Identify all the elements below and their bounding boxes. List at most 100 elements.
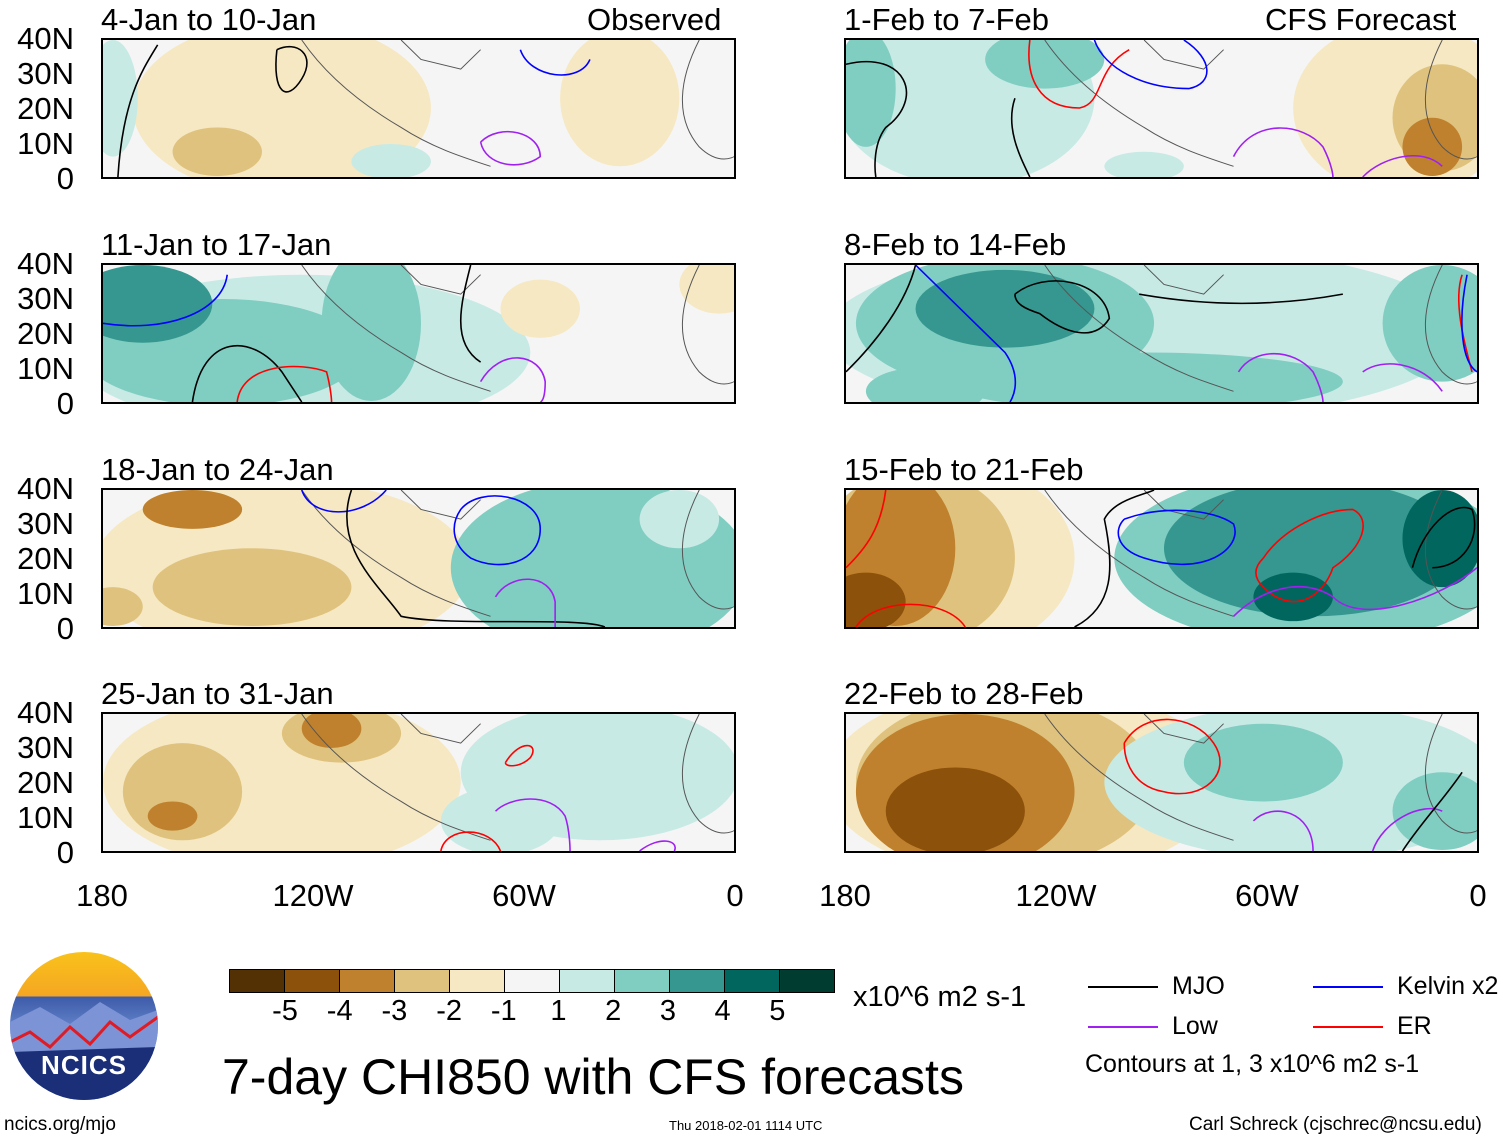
anomaly-shading xyxy=(103,265,213,343)
logo-text: NCICS xyxy=(41,1050,127,1080)
colorbar-swatch xyxy=(505,970,560,992)
coastline xyxy=(301,265,734,392)
contour-line xyxy=(1232,127,1334,177)
contour-line xyxy=(440,831,502,851)
panel-title: 22-Feb to 28-Feb xyxy=(844,676,1084,711)
contour-line xyxy=(494,798,571,851)
contour-line xyxy=(236,365,333,402)
contour-line xyxy=(479,130,542,166)
anomaly-shading xyxy=(1104,151,1184,177)
coastline xyxy=(1044,714,1477,841)
lon-label: 0 xyxy=(1469,878,1487,913)
ncics-logo: NCICS xyxy=(10,952,158,1100)
colorbar-label: 2 xyxy=(605,995,622,1027)
lon-label: 120W xyxy=(1015,878,1097,913)
colorbar-label: -3 xyxy=(381,995,408,1027)
contour-line xyxy=(1074,490,1155,627)
lat-label: 30N xyxy=(17,730,74,765)
lat-label: 20N xyxy=(17,316,74,351)
observed-label: Observed xyxy=(587,2,722,37)
anomaly-shading xyxy=(147,801,198,831)
lat-label: 40N xyxy=(17,246,74,281)
coastline xyxy=(1044,40,1477,167)
map-panel xyxy=(844,488,1479,629)
lat-label: 0 xyxy=(56,161,74,196)
lat-label: 30N xyxy=(17,56,74,91)
anomaly-shading xyxy=(500,279,580,338)
colorbar-swatch xyxy=(395,970,450,992)
map-panel xyxy=(101,712,736,853)
contour-line xyxy=(1461,274,1477,373)
anomaly-shading xyxy=(172,127,262,177)
lat-label: 40N xyxy=(17,471,74,506)
lon-label: 180 xyxy=(819,878,871,913)
cfs-forecast-label: CFS Forecast xyxy=(1265,2,1457,37)
contour-line xyxy=(1117,509,1236,566)
map-panel xyxy=(101,488,736,629)
lat-label: 10N xyxy=(17,800,74,835)
lat-label: 40N xyxy=(17,21,74,56)
legend-line xyxy=(1313,1026,1383,1028)
colorbar-swatch xyxy=(560,970,615,992)
colorbar-label: -4 xyxy=(326,995,353,1027)
colorbar-label: -1 xyxy=(490,995,517,1027)
lat-label: 0 xyxy=(56,835,74,870)
contour-line xyxy=(1014,280,1111,334)
anomaly-shading xyxy=(1402,490,1477,588)
contour-line xyxy=(300,490,387,513)
lat-label: 30N xyxy=(17,281,74,316)
contour-line xyxy=(1362,363,1443,392)
anomaly-shading xyxy=(1164,490,1463,617)
contour-line xyxy=(639,840,676,851)
contour-line xyxy=(1252,810,1314,851)
lon-label: 60W xyxy=(1235,878,1299,913)
anomaly-shading xyxy=(142,490,243,529)
contour-line xyxy=(914,265,1017,402)
contour-line xyxy=(504,744,534,767)
colorbar-label: 3 xyxy=(659,995,676,1027)
contour-line xyxy=(460,265,482,363)
map-panel xyxy=(101,38,736,179)
colorbar-swatch xyxy=(230,970,285,992)
lat-label: 10N xyxy=(17,351,74,386)
contour-line xyxy=(191,345,303,402)
legend-label: Kelvin x2 xyxy=(1397,972,1499,1000)
lat-label: 10N xyxy=(17,576,74,611)
colorbar-swatch xyxy=(780,970,834,992)
contour-line xyxy=(855,603,966,627)
panel-title: 25-Jan to 31-Jan xyxy=(101,676,334,711)
footer-timestamp: Thu 2018-02-01 1114 UTC xyxy=(669,1118,823,1133)
contour-line xyxy=(1138,293,1343,305)
colorbar-swatch xyxy=(340,970,395,992)
contour-line xyxy=(1371,807,1443,851)
contour-line xyxy=(117,44,159,177)
lat-label: 0 xyxy=(56,386,74,421)
colorbar-swatch xyxy=(450,970,505,992)
map-panel xyxy=(844,38,1479,179)
anomaly-shading xyxy=(679,265,734,314)
anomaly-shading xyxy=(846,40,896,147)
anomaly-shading xyxy=(103,587,143,627)
lon-label: 60W xyxy=(492,878,556,913)
colorbar-swatch xyxy=(615,970,670,992)
contour-line xyxy=(1255,508,1364,603)
anomaly-shading xyxy=(351,143,431,177)
legend-line xyxy=(1088,1026,1158,1028)
contour-note: Contours at 1, 3 x10^6 m2 s-1 xyxy=(1085,1050,1420,1078)
anomaly-shading xyxy=(865,367,986,402)
colorbar-label: -2 xyxy=(436,995,462,1027)
colorbar-label: 1 xyxy=(550,995,567,1027)
footer-url[interactable]: ncics.org/mjo xyxy=(4,1114,116,1135)
legend-line xyxy=(1088,986,1158,988)
legend-label: ER xyxy=(1397,1012,1432,1040)
coastline xyxy=(301,40,734,167)
contour-line xyxy=(1028,40,1130,109)
contour-line xyxy=(519,49,591,76)
anomaly-shading xyxy=(915,269,1095,348)
panel-title: 4-Jan to 10-Jan xyxy=(101,2,317,37)
panel-title: 11-Jan to 17-Jan xyxy=(101,227,332,262)
anomaly-shading xyxy=(301,714,362,749)
contour-line xyxy=(1232,567,1477,617)
anomaly-shading xyxy=(560,40,680,167)
contour-line xyxy=(846,60,908,177)
